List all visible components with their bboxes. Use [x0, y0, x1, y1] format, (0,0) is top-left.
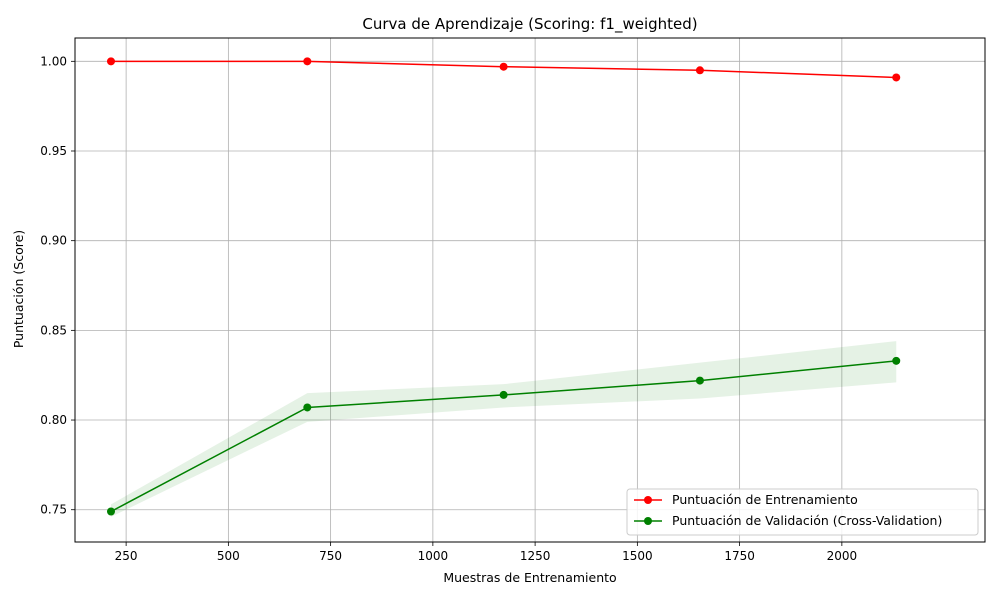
grid-lines [75, 38, 985, 542]
series-points [106, 57, 901, 516]
data-point-validation [106, 507, 115, 516]
y-tick-label: 1.00 [40, 54, 67, 68]
y-axis-label: Puntuación (Score) [11, 230, 26, 348]
data-point-validation [499, 390, 508, 399]
x-tick-label: 1750 [724, 549, 755, 563]
x-axis-label: Muestras de Entrenamiento [443, 570, 616, 585]
y-tick-label: 0.95 [40, 144, 67, 158]
confidence-band-validation [110, 341, 897, 517]
data-point-training [499, 62, 508, 71]
x-tick-label: 500 [217, 549, 240, 563]
x-tick-label: 1000 [418, 549, 449, 563]
data-point-validation [695, 376, 704, 385]
confidence-bands [110, 61, 897, 517]
data-point-training [695, 66, 704, 75]
data-point-validation [892, 356, 901, 365]
x-axis-ticks: 250 500 750 1000 1250 1500 1750 2000 [115, 542, 857, 563]
legend-label-training: Puntuación de Entrenamiento [672, 492, 858, 507]
y-tick-label: 0.75 [40, 503, 67, 517]
data-point-training [892, 73, 901, 82]
chart-title: Curva de Aprendizaje (Scoring: f1_weight… [362, 15, 697, 34]
data-point-validation [303, 403, 312, 412]
legend-label-validation: Puntuación de Validación (Cross-Validati… [672, 513, 942, 528]
x-tick-label: 250 [115, 549, 138, 563]
y-tick-label: 0.90 [40, 234, 67, 248]
x-tick-label: 1250 [520, 549, 551, 563]
data-point-training [303, 57, 312, 66]
legend-marker-validation [644, 517, 652, 525]
x-tick-label: 1500 [622, 549, 653, 563]
legend: Puntuación de Entrenamiento Puntuación d… [626, 488, 979, 536]
data-point-training [106, 57, 115, 66]
y-tick-label: 0.80 [40, 413, 67, 427]
y-axis-ticks: 0.75 0.80 0.85 0.90 0.95 1.00 [40, 54, 75, 517]
y-tick-label: 0.85 [40, 323, 67, 337]
plot-frame [74, 37, 986, 543]
x-tick-label: 2000 [827, 549, 858, 563]
legend-box [626, 488, 979, 536]
legend-marker-training [644, 496, 652, 504]
x-tick-label: 750 [319, 549, 342, 563]
